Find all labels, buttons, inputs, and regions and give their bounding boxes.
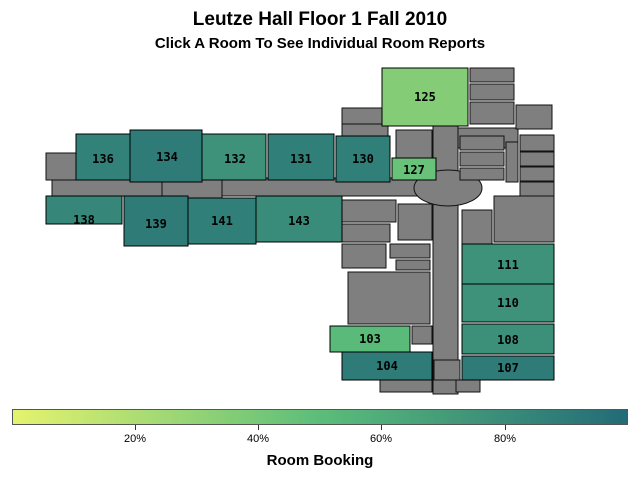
north-block-a (469, 67, 515, 83)
floor-plan-map: 125 136 134 132 131 130 127 138 139 141 … (45, 67, 555, 395)
sw-room-a (341, 199, 397, 223)
colorbar-tick (258, 425, 259, 430)
colorbar-tick-label: 20% (123, 433, 147, 445)
north-block-d (515, 104, 553, 130)
colorbar-tick (135, 425, 136, 430)
room-108[interactable] (461, 323, 555, 355)
inner-room-d (505, 141, 519, 183)
colorbar-tick (505, 425, 506, 430)
sw-room-c (397, 203, 433, 241)
inner-room-b (459, 151, 505, 167)
colorbar-tick-label: 80% (493, 433, 517, 445)
room-107[interactable] (461, 355, 555, 381)
room-139[interactable] (123, 195, 189, 247)
page-title: Leutze Hall Floor 1 Fall 2010 (192, 9, 448, 30)
room-130[interactable] (335, 135, 391, 183)
inner-room-a (459, 135, 505, 151)
room-132[interactable] (201, 133, 267, 181)
south-room-b (433, 359, 461, 381)
east-large-room (493, 195, 555, 243)
west-small-room (45, 152, 77, 181)
north-block-c (469, 101, 515, 125)
south-room-d (455, 379, 481, 393)
page-subtitle: Click A Room To See Individual Room Repo… (154, 35, 486, 52)
rooms (45, 67, 555, 381)
room-104[interactable] (341, 351, 433, 381)
sw-room-d (341, 243, 387, 269)
room-141[interactable] (187, 197, 257, 245)
room-111[interactable] (461, 243, 555, 285)
room-127[interactable] (391, 157, 437, 181)
east-room-d (519, 181, 555, 197)
central-spine (432, 123, 459, 395)
nw-room-c (395, 129, 433, 159)
room-125[interactable] (381, 67, 469, 127)
room-138[interactable] (45, 195, 123, 225)
room-143[interactable] (255, 195, 343, 243)
room-136[interactable] (75, 133, 131, 181)
south-large-room (347, 271, 431, 325)
sw-room-f (395, 259, 431, 271)
colorbar-gradient (12, 409, 628, 425)
nw-room-b (341, 123, 389, 137)
inner-room-c (459, 167, 505, 181)
room-131[interactable] (267, 133, 335, 181)
room-103[interactable] (329, 325, 411, 353)
colorbar-tick-label: 60% (369, 433, 393, 445)
room-110[interactable] (461, 283, 555, 323)
north-block-b (469, 83, 515, 101)
south-room-a (411, 325, 433, 345)
colorbar-tick (381, 425, 382, 430)
east-room-b (519, 151, 555, 167)
colorbar-tick-label: 40% (246, 433, 270, 445)
sw-room-b (341, 223, 391, 243)
east-room-c (519, 166, 555, 182)
colorbar-title: Room Booking (266, 452, 374, 469)
east-room-a (519, 134, 555, 152)
sw-room-e (389, 243, 431, 259)
room-134[interactable] (129, 129, 203, 183)
east-mid-room (461, 209, 493, 245)
